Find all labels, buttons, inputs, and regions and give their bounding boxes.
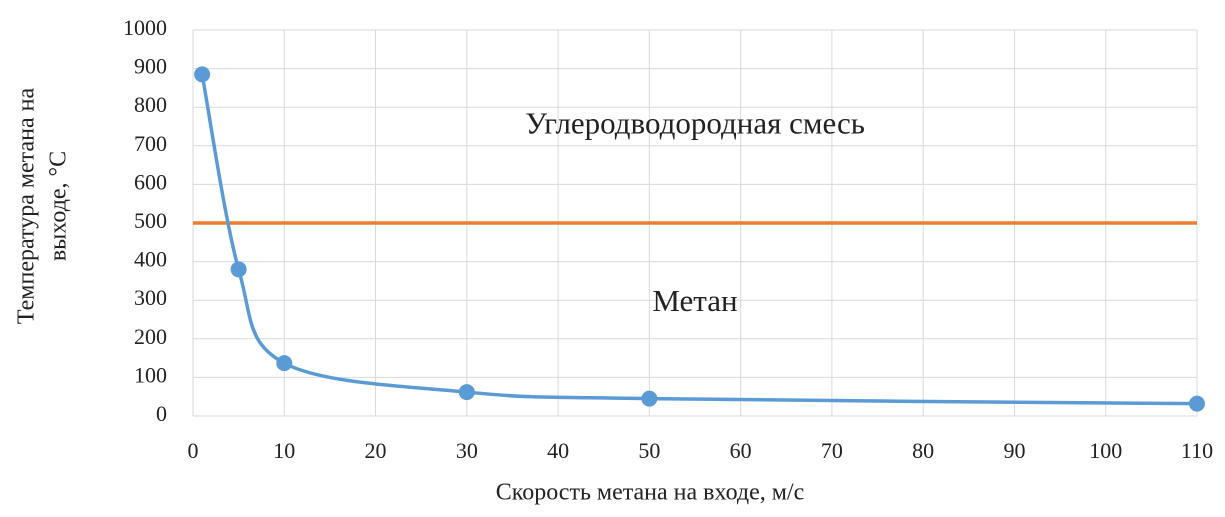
x-tick-label: 80	[912, 438, 934, 463]
y-axis-title: Температура метана на	[14, 88, 40, 325]
y-tick-label: 0	[156, 401, 167, 426]
x-axis-title: Скорость метана на входе, м/с	[496, 480, 805, 506]
y-axis-title: выходе, °С	[46, 151, 72, 261]
x-tick-label: 110	[1181, 438, 1213, 463]
y-tick-label: 700	[134, 131, 167, 156]
y-tick-label: 100	[134, 362, 167, 387]
y-tick-label: 300	[134, 285, 167, 310]
marker	[458, 384, 475, 401]
y-tick-label: 500	[134, 208, 167, 233]
x-tick-label: 20	[365, 438, 387, 463]
marker	[276, 355, 293, 372]
y-tick-label: 800	[134, 92, 167, 117]
x-tick-label: 100	[1089, 438, 1122, 463]
x-tick-label: 30	[456, 438, 478, 463]
y-tick-label: 900	[134, 54, 167, 79]
x-tick-label: 0	[188, 438, 199, 463]
y-tick-label: 1000	[123, 15, 167, 40]
y-tick-label: 200	[134, 324, 167, 349]
y-tick-label: 400	[134, 247, 167, 272]
x-tick-label: 40	[547, 438, 569, 463]
marker	[194, 66, 211, 83]
marker	[641, 390, 658, 407]
marker	[1189, 395, 1205, 412]
x-tick-label: 50	[638, 438, 660, 463]
x-tick-label: 60	[730, 438, 752, 463]
annotation: Углеродводородная смесь	[525, 106, 865, 141]
line	[200, 74, 1198, 406]
x-tick-label: 70	[821, 438, 843, 463]
y-tick-label: 600	[134, 169, 167, 194]
plot	[193, 66, 1205, 412]
x-tick-label: 10	[273, 438, 295, 463]
annotation: Метан	[652, 283, 737, 318]
x-tick-label: 90	[1003, 438, 1025, 463]
marker	[230, 261, 247, 278]
